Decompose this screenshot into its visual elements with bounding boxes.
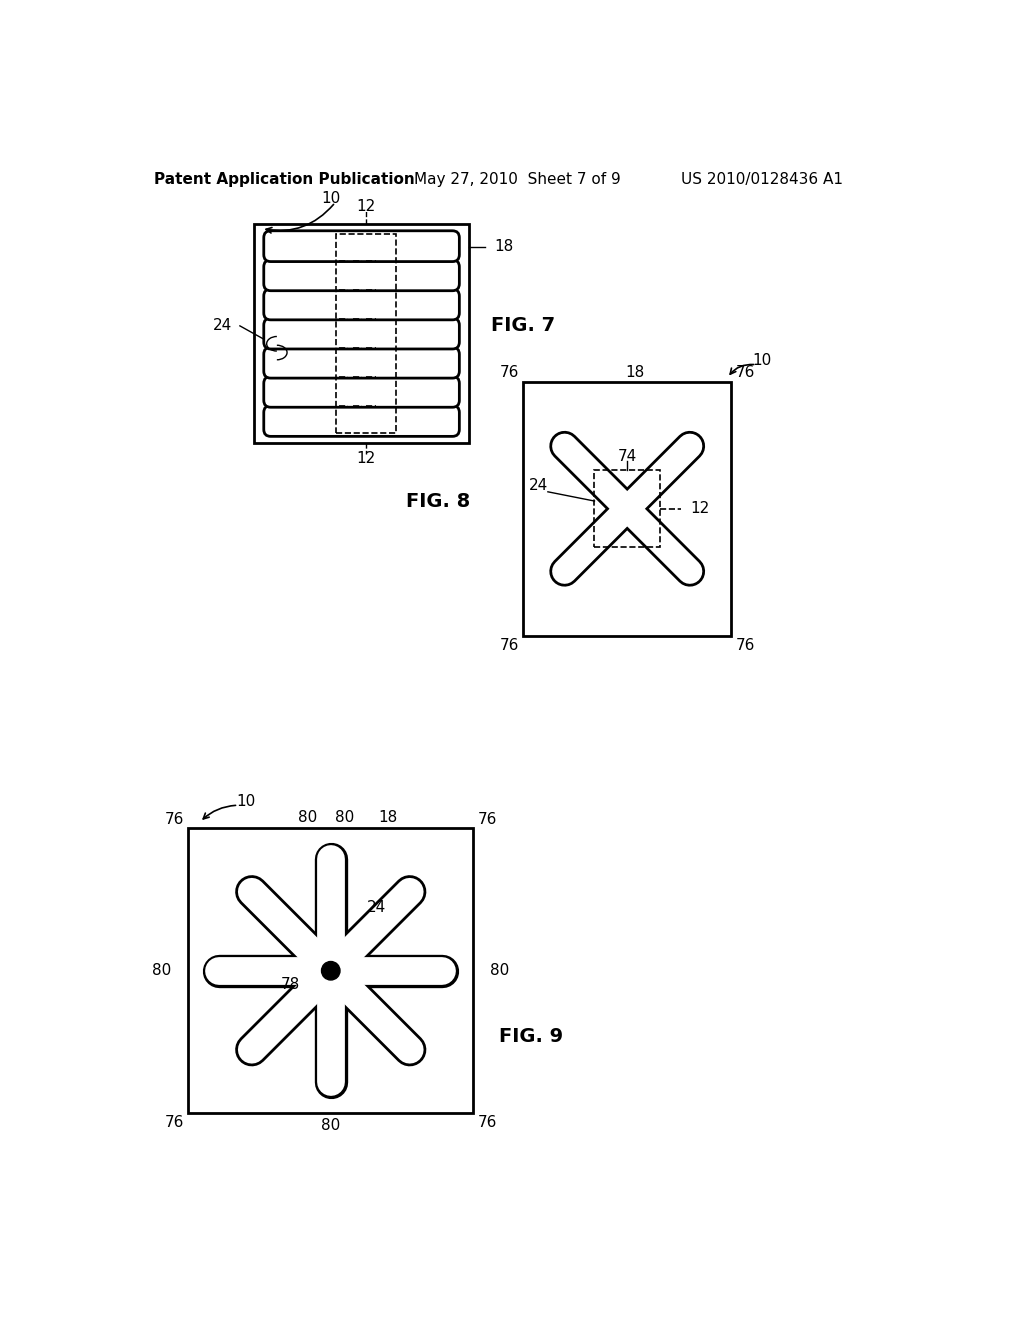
FancyBboxPatch shape xyxy=(264,405,460,437)
Text: May 27, 2010  Sheet 7 of 9: May 27, 2010 Sheet 7 of 9 xyxy=(415,173,622,187)
FancyBboxPatch shape xyxy=(264,289,460,319)
FancyBboxPatch shape xyxy=(264,376,460,408)
Text: 10: 10 xyxy=(753,352,772,368)
Text: 80: 80 xyxy=(153,964,171,978)
Text: 74: 74 xyxy=(617,449,637,463)
Text: FIG. 9: FIG. 9 xyxy=(499,1027,563,1045)
FancyBboxPatch shape xyxy=(264,347,460,378)
Bar xyxy=(254,224,469,444)
Bar xyxy=(336,234,396,433)
Text: 76: 76 xyxy=(500,638,519,652)
Text: 24: 24 xyxy=(529,478,548,494)
Text: 80: 80 xyxy=(490,964,509,978)
Text: 18: 18 xyxy=(378,810,397,825)
Text: 10: 10 xyxy=(237,793,256,809)
Text: 10: 10 xyxy=(322,191,340,206)
Text: 12: 12 xyxy=(691,502,710,516)
Text: 18: 18 xyxy=(626,364,644,380)
Text: 76: 76 xyxy=(165,812,184,826)
Text: 76: 76 xyxy=(735,638,755,652)
Text: 80: 80 xyxy=(298,810,317,825)
Text: 18: 18 xyxy=(494,239,513,255)
Text: 76: 76 xyxy=(477,1115,497,1130)
Text: Patent Application Publication: Patent Application Publication xyxy=(155,173,415,187)
FancyBboxPatch shape xyxy=(523,381,731,636)
Text: 80: 80 xyxy=(322,1118,340,1133)
Text: 24: 24 xyxy=(368,900,387,915)
Text: 80: 80 xyxy=(336,810,354,825)
Text: FIG. 7: FIG. 7 xyxy=(492,317,555,335)
Text: FIG. 8: FIG. 8 xyxy=(407,491,471,511)
FancyBboxPatch shape xyxy=(264,318,460,348)
Text: 76: 76 xyxy=(165,1115,184,1130)
Bar xyxy=(188,829,473,1113)
FancyBboxPatch shape xyxy=(264,260,460,290)
Text: 76: 76 xyxy=(477,812,497,826)
Circle shape xyxy=(322,961,340,979)
Text: 76: 76 xyxy=(735,364,755,380)
Text: 76: 76 xyxy=(500,364,519,380)
Text: US 2010/0128436 A1: US 2010/0128436 A1 xyxy=(681,173,843,187)
Text: 78: 78 xyxy=(281,977,300,993)
Text: 12: 12 xyxy=(356,451,376,466)
Bar xyxy=(595,470,659,548)
Text: 24: 24 xyxy=(213,318,232,334)
FancyBboxPatch shape xyxy=(264,231,460,261)
Text: 12: 12 xyxy=(356,198,376,214)
